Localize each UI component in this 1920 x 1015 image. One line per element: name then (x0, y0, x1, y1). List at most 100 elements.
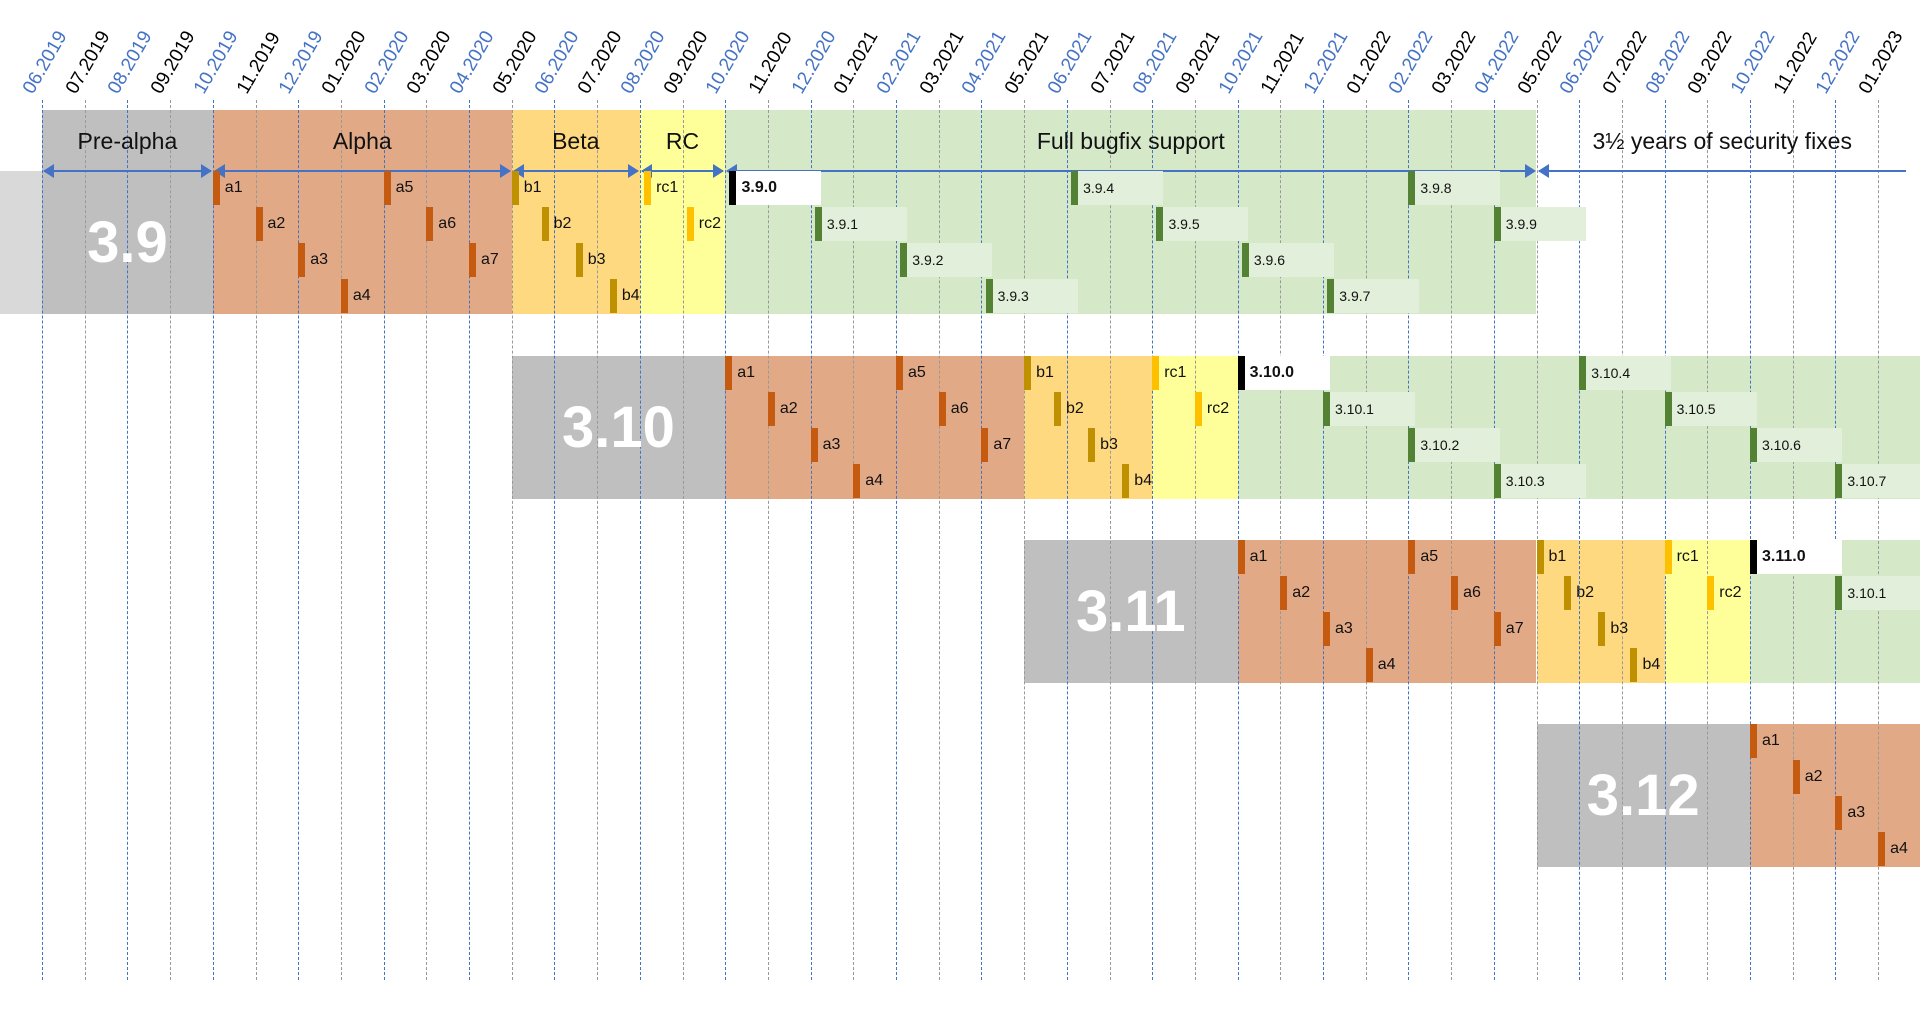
release-label: rc1 (1164, 364, 1187, 381)
release-label: b1 (1036, 364, 1054, 381)
month-gridline (127, 100, 129, 980)
release-label: rc2 (1719, 584, 1742, 601)
arrow-head-right-icon (200, 164, 212, 178)
release-label: 3.9.2 (907, 243, 993, 277)
release-label: 3.9.7 (1334, 279, 1420, 313)
release-marker-bugfix (814, 207, 822, 241)
phase-label-alpha: Alpha (332, 128, 392, 154)
release-label: a3 (1847, 804, 1866, 821)
month-gridline (511, 100, 513, 980)
phase-arrow (214, 170, 510, 172)
release-marker-beta (575, 243, 583, 277)
version-label: 3.11 (1076, 579, 1186, 644)
release-label: 3.9.1 (821, 207, 907, 241)
release-label: a4 (1890, 840, 1908, 857)
release-marker-final (1750, 540, 1757, 574)
release-label: b3 (587, 251, 606, 268)
release-label: b3 (1610, 620, 1629, 637)
release-label: a3 (310, 251, 328, 268)
month-gridline (84, 100, 86, 980)
release-label: 3.9.3 (992, 279, 1078, 313)
release-label: rc2 (698, 215, 721, 232)
month-gridline (42, 100, 43, 980)
release-marker-alpha (1408, 540, 1416, 574)
release-label: a5 (908, 364, 926, 381)
release-label: 3.10.1 (1330, 392, 1415, 426)
release-label: a6 (950, 400, 969, 417)
release-label: a2 (779, 400, 798, 417)
version-phase-beta (511, 171, 640, 314)
release-marker-beta (1122, 464, 1130, 498)
phase-label-bugfix: Full bugfix support (1036, 128, 1225, 154)
release-marker-bugfix (1835, 464, 1843, 498)
release-marker-bugfix (1493, 207, 1501, 241)
release-marker-alpha (298, 243, 306, 277)
release-marker-alpha (896, 356, 903, 390)
release-label: a6 (438, 215, 457, 232)
release-marker-bugfix (985, 279, 993, 313)
version-phase-alpha (1237, 540, 1537, 683)
month-gridline (810, 100, 812, 980)
release-marker-bugfix (1664, 392, 1672, 426)
release-label: a1 (224, 179, 243, 196)
release-label: 3.9.0 (736, 171, 822, 205)
month-gridline (212, 100, 214, 980)
release-marker-alpha (1365, 648, 1373, 682)
release-label: b4 (1642, 656, 1661, 673)
release-label: a7 (993, 436, 1012, 453)
version-phase-prealpha (511, 356, 726, 499)
month-gridline (682, 100, 684, 980)
release-marker-beta (511, 171, 519, 205)
release-marker-alpha (1835, 796, 1843, 830)
release-label: a4 (352, 287, 371, 304)
release-label: 3.10.5 (1671, 392, 1757, 426)
release-marker-alpha (383, 171, 391, 205)
month-gridline (1707, 100, 1709, 980)
arrow-head-left-icon (43, 164, 54, 178)
month-gridline (1365, 100, 1367, 980)
release-marker-bugfix (1579, 356, 1587, 390)
release-marker-bugfix (900, 243, 908, 277)
release-marker-bugfix (1493, 464, 1501, 498)
release-label: a7 (481, 251, 499, 268)
version-phase-alpha (212, 171, 512, 314)
release-label: a2 (1292, 584, 1311, 601)
release-label: a6 (1463, 584, 1481, 601)
release-marker-rc (1664, 540, 1672, 574)
release-label: a7 (1505, 620, 1524, 637)
release-label: 3.11.0 (1757, 540, 1842, 574)
month-gridline (1024, 100, 1026, 980)
release-label: a5 (1420, 548, 1439, 565)
release-label: a2 (1804, 768, 1823, 785)
release-label: 3.9.4 (1078, 171, 1164, 205)
release-marker-final (729, 171, 737, 205)
release-marker-alpha (1878, 832, 1886, 866)
release-marker-bugfix (1241, 243, 1249, 277)
release-marker-alpha (938, 392, 946, 426)
release-marker-alpha (1237, 540, 1245, 574)
release-label: 3.9.8 (1415, 171, 1501, 205)
release-marker-alpha (255, 207, 263, 241)
month-gridline (255, 100, 257, 980)
release-label: rc2 (1206, 400, 1230, 417)
release-label: 3.10.3 (1500, 464, 1586, 498)
release-label: a3 (822, 436, 841, 453)
release-label: b2 (1065, 400, 1084, 417)
month-gridline (938, 100, 940, 980)
month-gridline (469, 100, 470, 980)
month-gridline (554, 100, 556, 980)
release-marker-alpha (1323, 612, 1330, 646)
phase-label-beta: Beta (552, 128, 600, 154)
month-gridline (1280, 100, 1282, 980)
version-phase-rc (1152, 356, 1238, 499)
release-marker-alpha (1280, 576, 1288, 610)
release-marker-rc (1707, 576, 1715, 610)
version-label: 3.10 (561, 395, 675, 460)
version-phase-beta (1024, 356, 1153, 499)
month-gridline (1878, 100, 1880, 980)
release-marker-bugfix (1835, 576, 1843, 610)
release-marker-final (1237, 356, 1245, 390)
release-label: a4 (865, 472, 884, 489)
phase-band-alpha (212, 110, 512, 171)
